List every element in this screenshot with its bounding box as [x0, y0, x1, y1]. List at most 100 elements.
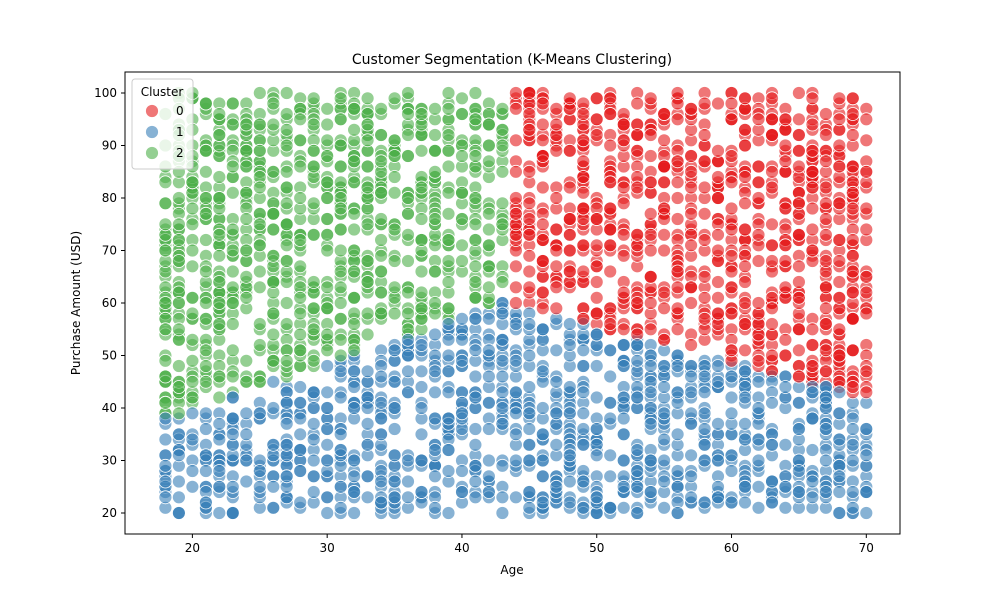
scatter-point-cluster-1: [171, 448, 186, 463]
scatter-point-cluster-2: [455, 149, 469, 163]
scatter-point-cluster-2: [225, 222, 240, 237]
scatter-point-cluster-0: [819, 343, 833, 358]
scatter-point-cluster-0: [509, 164, 523, 179]
scatter-point-cluster-2: [252, 264, 267, 279]
scatter-point-cluster-2: [320, 133, 335, 148]
scatter-point-cluster-0: [724, 175, 739, 190]
scatter-point-cluster-2: [320, 327, 335, 342]
scatter-point-cluster-2: [441, 275, 456, 289]
scatter-point-cluster-1: [360, 401, 375, 415]
scatter-point-cluster-0: [724, 149, 739, 163]
scatter-point-cluster-0: [549, 117, 564, 132]
scatter-point-cluster-1: [347, 506, 362, 520]
scatter-point-cluster-0: [859, 201, 874, 216]
scatter-point-cluster-0: [697, 96, 712, 111]
scatter-point-cluster-1: [481, 369, 496, 384]
scatter-point-cluster-1: [360, 490, 375, 505]
scatter-point-cluster-2: [171, 359, 186, 373]
scatter-point-cluster-2: [293, 290, 308, 305]
scatter-point-cluster-1: [697, 369, 712, 384]
scatter-point-cluster-0: [562, 212, 577, 226]
scatter-point-cluster-0: [724, 280, 739, 295]
scatter-point-cluster-1: [711, 490, 725, 505]
scatter-point-cluster-1: [158, 490, 173, 505]
scatter-point-cluster-0: [711, 275, 725, 289]
scatter-point-cluster-1: [562, 338, 577, 352]
scatter-point-cluster-1: [845, 422, 860, 436]
scatter-point-cluster-0: [859, 112, 874, 127]
scatter-point-cluster-2: [481, 238, 496, 253]
scatter-point-cluster-2: [401, 206, 415, 221]
scatter-point-cluster-1: [616, 411, 631, 426]
y-tick-label: 50: [102, 349, 117, 363]
scatter-point-cluster-1: [589, 390, 604, 405]
scatter-point-cluster-1: [751, 401, 766, 415]
scatter-point-cluster-0: [657, 332, 671, 347]
scatter-point-cluster-2: [225, 296, 240, 310]
scatter-point-cluster-0: [509, 191, 523, 205]
scatter-point-cluster-1: [535, 427, 550, 442]
y-tick-label: 40: [102, 401, 117, 415]
scatter-point-cluster-0: [684, 149, 698, 163]
scatter-point-cluster-0: [603, 264, 618, 279]
scatter-point-cluster-0: [630, 180, 645, 195]
scatter-point-cluster-2: [252, 317, 267, 331]
scatter-point-cluster-1: [522, 317, 537, 331]
scatter-point-cluster-0: [603, 301, 618, 316]
scatter-point-cluster-0: [738, 343, 752, 358]
scatter-point-cluster-2: [293, 306, 308, 321]
scatter-point-cluster-2: [185, 390, 200, 405]
scatter-point-cluster-2: [333, 348, 348, 363]
scatter-point-cluster-2: [347, 290, 362, 305]
scatter-point-cluster-1: [212, 479, 227, 494]
scatter-point-cluster-0: [589, 238, 604, 253]
scatter-point-cluster-0: [522, 212, 537, 226]
scatter-point-cluster-2: [333, 243, 348, 258]
scatter-point-cluster-0: [751, 175, 766, 190]
scatter-point-cluster-2: [212, 369, 227, 384]
scatter-point-cluster-0: [765, 301, 779, 316]
scatter-point-cluster-1: [441, 332, 456, 347]
scatter-point-cluster-2: [414, 233, 429, 247]
scatter-point-cluster-0: [792, 290, 806, 305]
scatter-point-cluster-1: [819, 485, 833, 499]
scatter-point-cluster-2: [279, 86, 294, 100]
scatter-point-cluster-0: [805, 117, 820, 132]
scatter-point-cluster-0: [751, 112, 766, 127]
scatter-point-cluster-0: [562, 264, 577, 279]
scatter-point-cluster-0: [522, 196, 537, 211]
scatter-point-cluster-1: [535, 495, 550, 510]
scatter-point-cluster-0: [576, 185, 591, 200]
scatter-point-cluster-1: [751, 479, 766, 494]
scatter-point-cluster-0: [509, 133, 523, 148]
scatter-point-cluster-2: [401, 191, 415, 205]
scatter-point-cluster-0: [576, 264, 591, 279]
scatter-point-cluster-1: [576, 406, 591, 421]
x-axis-ticks: 20 30 40 50 60 70: [185, 534, 874, 555]
scatter-point-cluster-0: [684, 164, 698, 179]
scatter-point-cluster-1: [792, 485, 806, 499]
scatter-point-cluster-0: [603, 91, 618, 106]
scatter-point-cluster-0: [670, 191, 685, 205]
y-tick-label: 20: [102, 506, 117, 520]
scatter-point-cluster-2: [293, 159, 308, 174]
scatter-point-cluster-1: [670, 479, 685, 494]
scatter-point-cluster-0: [630, 143, 645, 158]
scatter-point-cluster-0: [792, 128, 806, 142]
scatter-point-cluster-1: [657, 432, 671, 447]
scatter-point-cluster-1: [428, 443, 442, 457]
y-tick-label: 80: [102, 191, 117, 205]
scatter-point-cluster-1: [535, 401, 550, 415]
scatter-point-cluster-2: [481, 280, 496, 295]
scatter-point-cluster-0: [643, 128, 658, 142]
scatter-point-cluster-1: [697, 406, 712, 421]
scatter-point-cluster-2: [414, 107, 429, 121]
scatter-point-cluster-2: [387, 254, 402, 268]
scatter-point-cluster-2: [374, 233, 389, 247]
scatter-point-cluster-1: [657, 406, 671, 421]
scatter-point-cluster-1: [333, 443, 348, 457]
scatter-point-cluster-2: [333, 264, 348, 279]
scatter-point-cluster-0: [522, 280, 537, 295]
scatter-point-cluster-0: [778, 332, 793, 347]
scatter-point-cluster-1: [185, 406, 200, 421]
